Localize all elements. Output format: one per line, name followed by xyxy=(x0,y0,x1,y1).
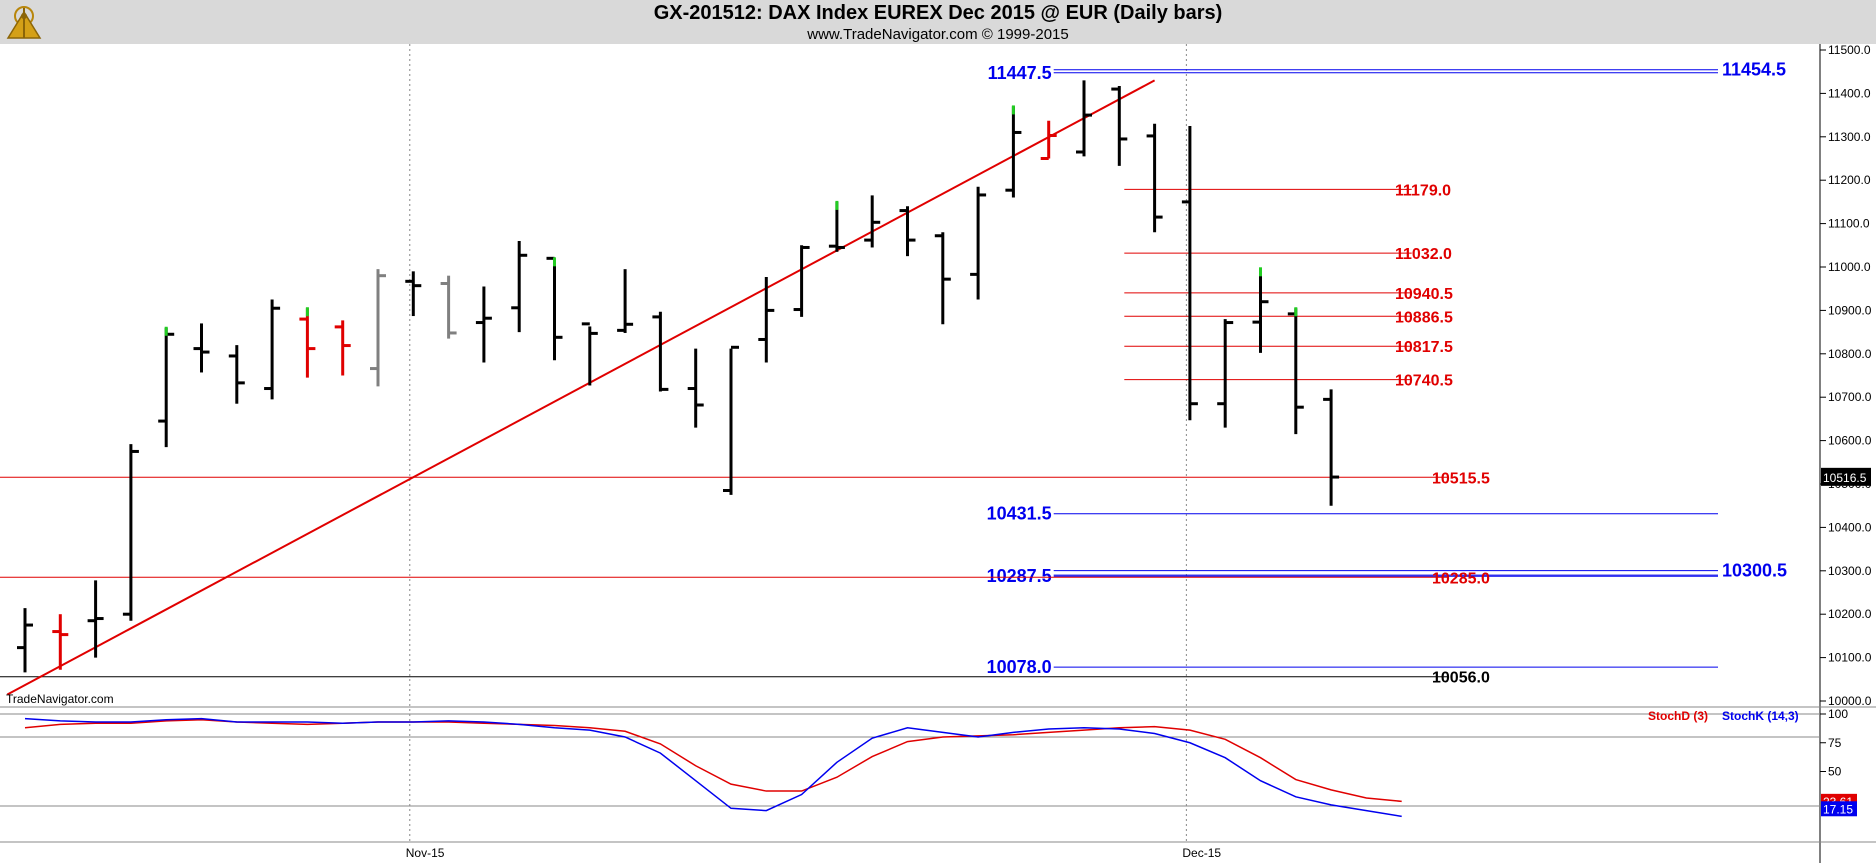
level-label: 10300.5 xyxy=(1722,561,1787,581)
level-label: 10886.5 xyxy=(1395,309,1453,326)
price-tick-label: 10200.0 xyxy=(1828,607,1872,621)
level-label: 10056.0 xyxy=(1432,670,1490,687)
trendline xyxy=(6,79,1156,696)
stoch-tick-label: 50 xyxy=(1828,765,1842,779)
price-tick-label: 11200.0 xyxy=(1828,173,1871,187)
price-tick-label: 10100.0 xyxy=(1828,651,1872,665)
level-label: 11447.5 xyxy=(988,63,1052,83)
level-label: 10740.5 xyxy=(1395,373,1453,390)
price-tick-label: 10300.0 xyxy=(1828,564,1872,578)
level-label: 10817.5 xyxy=(1395,339,1453,356)
price-axis-panel xyxy=(1820,44,1876,863)
stoch-tick-label: 100 xyxy=(1828,707,1848,721)
last-price-box xyxy=(1821,467,1871,486)
price-tick-label: 10400.0 xyxy=(1828,520,1872,534)
stoch-series-line xyxy=(24,718,1402,803)
level-label: 10287.5 xyxy=(987,566,1052,586)
price-tick-label: 11100.0 xyxy=(1828,217,1870,231)
stoch-tick-label: 75 xyxy=(1828,736,1842,750)
stoch-legend-label: StochK (14,3) xyxy=(1722,709,1799,723)
level-label: 10940.5 xyxy=(1395,286,1453,303)
chart-header xyxy=(0,0,1876,44)
watermark: TradeNavigator.com xyxy=(6,692,114,706)
level-label: 10515.5 xyxy=(1432,470,1490,487)
date-tick-label: Dec-15 xyxy=(1182,846,1221,860)
date-tick-label: Nov-15 xyxy=(406,846,445,860)
price-tick-label: 10800.0 xyxy=(1828,347,1872,361)
stoch-legend-label: StochD (3) xyxy=(1648,709,1708,723)
level-label: 11032.0 xyxy=(1395,246,1452,263)
level-label: 10431.5 xyxy=(987,504,1052,524)
level-label: 10078.0 xyxy=(987,657,1052,677)
stoch-series-line xyxy=(24,717,1402,818)
level-label: 11454.5 xyxy=(1722,60,1786,80)
last-price-label: 10516.5 xyxy=(1823,471,1867,485)
price-tick-label: 11300.0 xyxy=(1828,130,1871,144)
stoch-last-box xyxy=(1821,801,1857,817)
level-label: 10285.0 xyxy=(1432,570,1490,587)
level-label: 11179.0 xyxy=(1395,182,1451,199)
price-tick-label: 10900.0 xyxy=(1828,303,1872,317)
chart-title: GX-201512: DAX Index EUREX Dec 2015 @ EU… xyxy=(653,2,1223,24)
price-tick-label: 11500.0 xyxy=(1828,43,1871,57)
price-tick-label: 10600.0 xyxy=(1828,434,1872,448)
price-tick-label: 10700.0 xyxy=(1828,390,1872,404)
price-tick-label: 11400.0 xyxy=(1828,86,1871,100)
price-tick-label: 10000.0 xyxy=(1828,694,1872,708)
stoch-last-label: 17.15 xyxy=(1823,802,1853,816)
price-tick-label: 11000.0 xyxy=(1828,260,1871,274)
chart-subtitle: www.TradeNavigator.com © 1999-2015 xyxy=(807,26,1069,43)
sextant-logo-icon xyxy=(6,6,42,39)
